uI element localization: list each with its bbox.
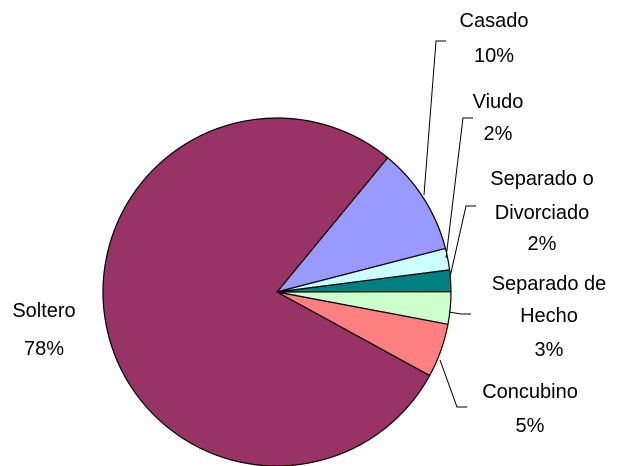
slice-percent-separado-de-hecho: 3%	[535, 339, 564, 361]
slice-percent-concubino: 5%	[516, 415, 545, 437]
slice-label-separado-o-divorciado-line2: Divorciado	[495, 202, 589, 224]
leader-line-concubino	[439, 359, 467, 408]
leader-lines	[423, 40, 476, 408]
slice-percent-separado-o-divorciado: 2%	[528, 233, 557, 255]
slice-percent-soltero: 78%	[24, 338, 64, 360]
leader-line-viudo	[445, 117, 473, 259]
slice-label-casado: Casado	[460, 10, 529, 32]
pie-slice-soltero	[102, 117, 431, 466]
leader-line-separado-de-hecho	[448, 311, 471, 315]
slice-label-separado-de-hecho-line1: Separado de	[492, 273, 607, 295]
slice-percent-casado: 10%	[474, 45, 514, 67]
slice-percent-viudo: 2%	[484, 123, 513, 145]
slice-label-separado-o-divorciado-line1: Separado o	[490, 168, 593, 190]
pie-slice-casado	[275, 156, 447, 294]
leader-line-separado-o-divorciado	[449, 205, 476, 278]
slice-labels: Soltero 78% Casado 10% Viudo 2% Separado o Divo…	[12, 10, 606, 437]
pie-slices	[102, 117, 452, 466]
slice-label-viudo: Viudo	[473, 91, 524, 113]
slice-label-separado-de-hecho-line2: Hecho	[520, 305, 578, 327]
slice-label-concubino: Concubino	[482, 381, 578, 403]
leader-line-casado	[423, 40, 446, 196]
slice-label-soltero: Soltero	[12, 300, 75, 322]
